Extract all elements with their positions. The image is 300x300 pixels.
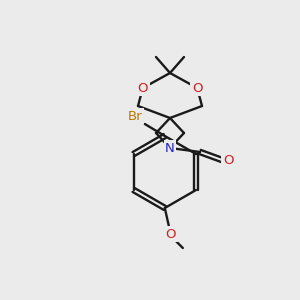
Text: O: O bbox=[223, 154, 233, 167]
Text: Br: Br bbox=[128, 110, 142, 122]
Text: O: O bbox=[138, 82, 148, 94]
Text: O: O bbox=[192, 82, 202, 94]
Text: O: O bbox=[166, 227, 176, 241]
Text: N: N bbox=[165, 142, 175, 154]
